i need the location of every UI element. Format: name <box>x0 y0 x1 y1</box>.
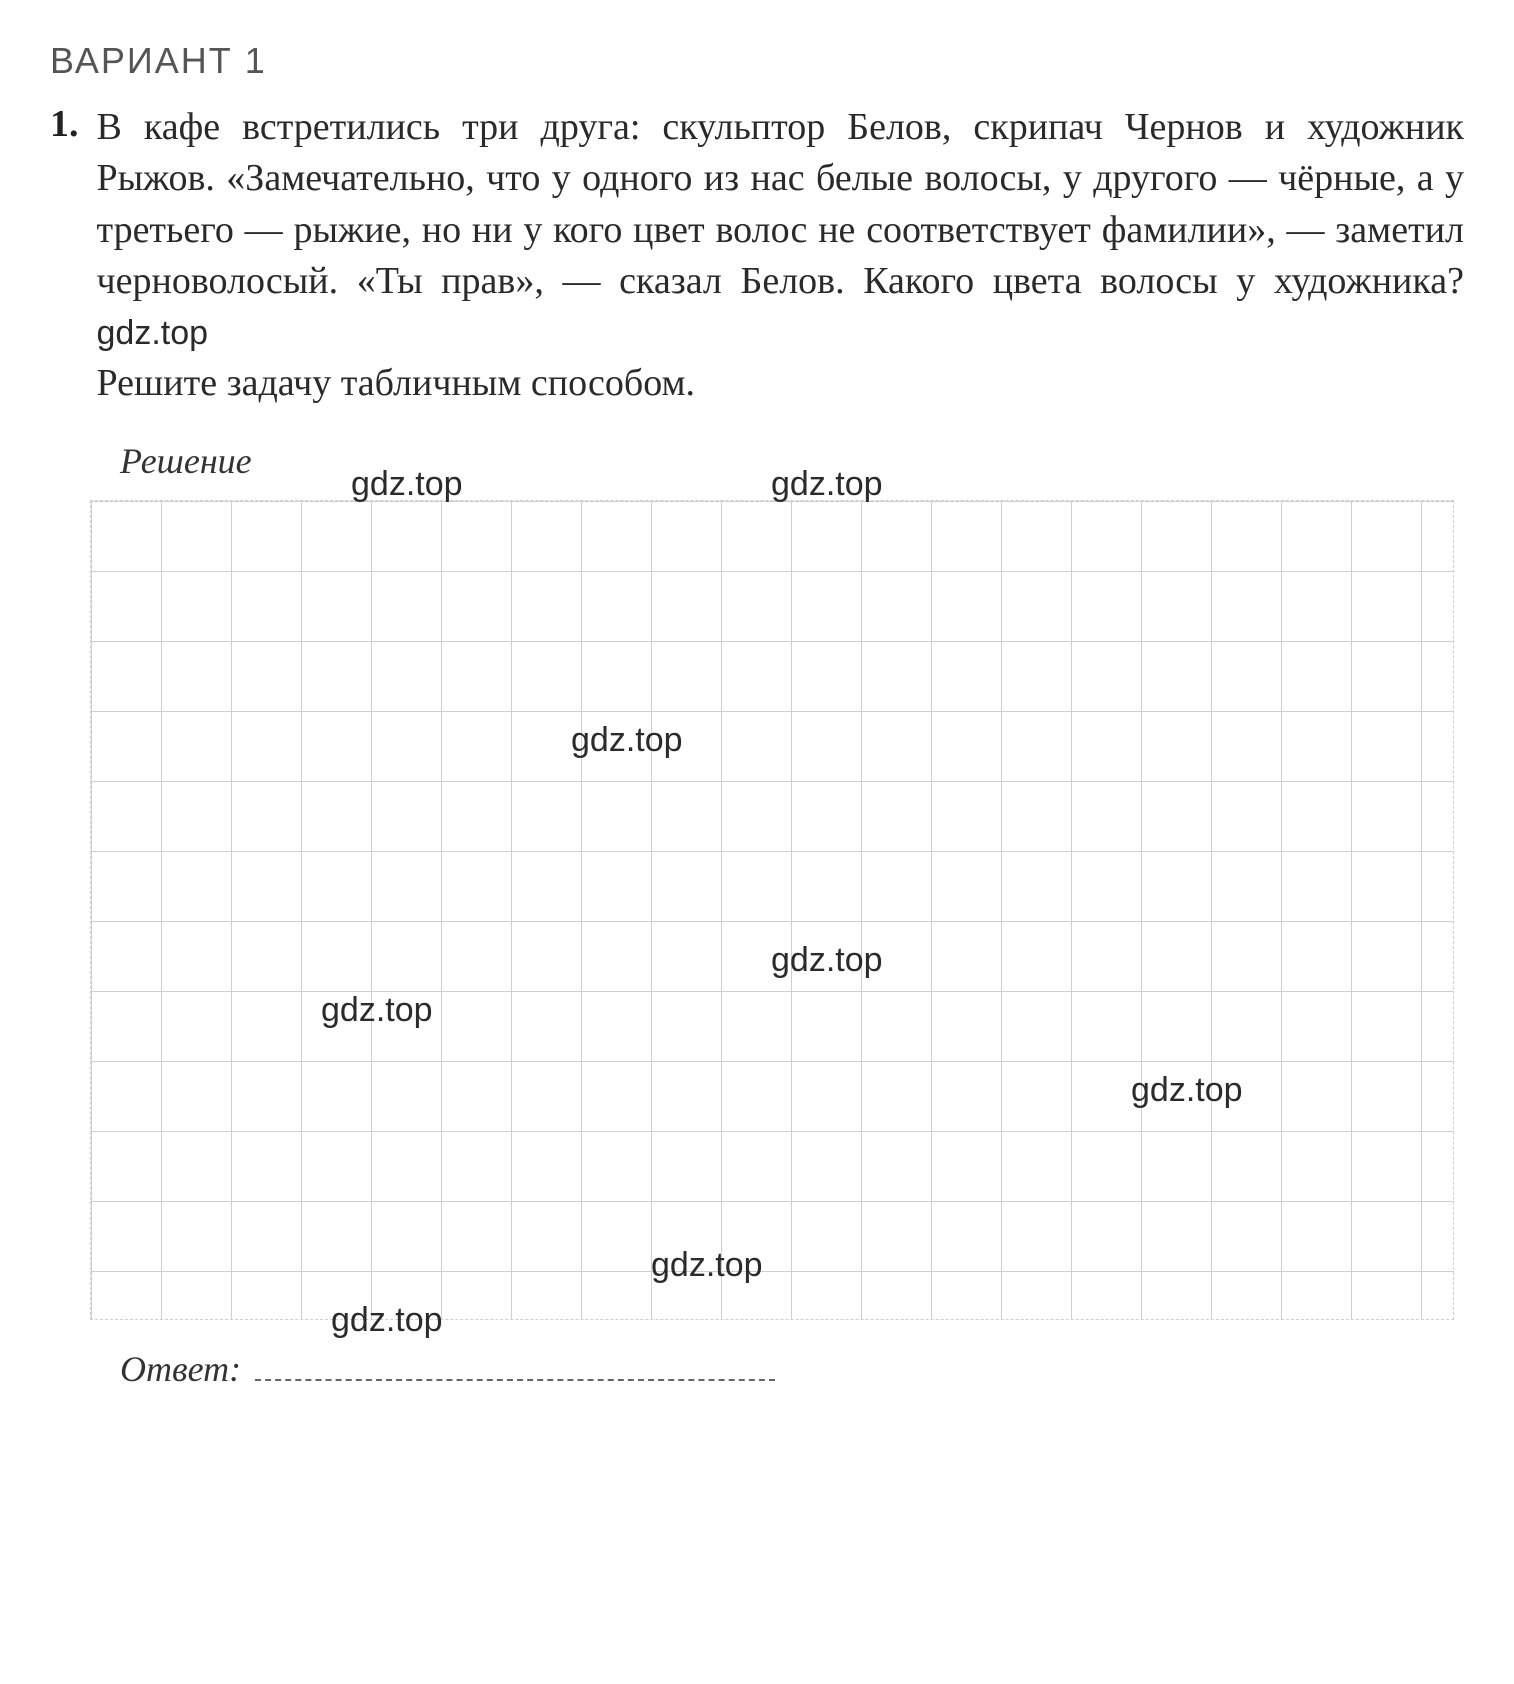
problem-instruction: Решите задачу табличным способом. <box>97 362 696 404</box>
problem-number: 1. <box>50 102 79 146</box>
problem-body: В кафе встретились три друга: скульптор … <box>97 106 1465 302</box>
variant-heading: ВАРИАНТ 1 <box>50 40 1464 82</box>
problem-block: 1. В кафе встретились три друга: скульпт… <box>50 102 1464 410</box>
watermark: gdz.top <box>1131 1071 1243 1110</box>
solution-grid: gdz.top gdz.top gdz.top gdz.top gdz.top … <box>90 500 1454 1320</box>
watermark: gdz.top <box>321 991 433 1030</box>
watermark: gdz.top <box>771 941 883 980</box>
watermark: gdz.top <box>651 1246 763 1285</box>
inline-watermark: gdz.top <box>97 314 209 352</box>
answer-blank-line <box>255 1363 775 1381</box>
watermark: gdz.top <box>571 721 683 760</box>
problem-text: В кафе встретились три друга: скульптор … <box>97 102 1465 410</box>
answer-row: Ответ: <box>120 1348 1464 1390</box>
answer-label: Ответ: <box>120 1348 241 1390</box>
solution-label: Решение <box>120 440 1464 482</box>
watermark: gdz.top <box>331 1301 443 1340</box>
